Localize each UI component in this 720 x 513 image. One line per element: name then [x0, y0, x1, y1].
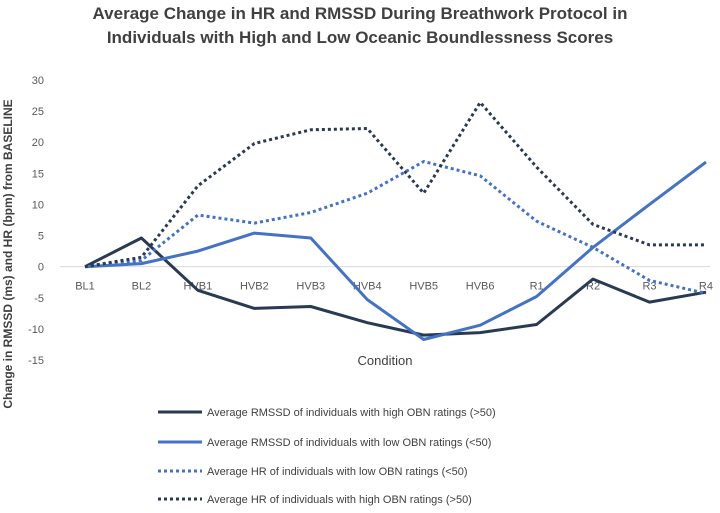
series-line-2 — [84, 160, 707, 341]
legend-label: Average HR of individuals with low OBN r… — [207, 466, 468, 478]
y-tick-label: 0 — [38, 262, 44, 274]
y-tick-label: -15 — [28, 355, 44, 367]
x-tick-label: HVB5 — [409, 281, 438, 293]
x-tick-label: HVB6 — [466, 281, 495, 293]
chart-title-line-2: Individuals with High and Low Oceanic Bo… — [106, 28, 614, 47]
legend-label: Average HR of individuals with high OBN … — [207, 494, 472, 506]
chart-title: Average Change in HR and RMSSD During Br… — [0, 2, 720, 50]
chart-title-line-1: Average Change in HR and RMSSD During Br… — [92, 4, 628, 23]
series-line-1 — [84, 236, 707, 337]
x-tick-label: BL1 — [75, 281, 95, 293]
y-tick-label: -5 — [34, 293, 44, 305]
y-tick-label: 5 — [38, 231, 44, 243]
x-axis-title: Condition — [358, 353, 413, 368]
x-tick-label: HVB2 — [240, 281, 269, 293]
y-tick-label: 20 — [32, 137, 44, 149]
legend: Average RMSSD of individuals with high O… — [158, 407, 496, 506]
legend-label: Average RMSSD of individuals with high O… — [207, 407, 496, 419]
y-tick-label: 30 — [32, 75, 44, 87]
x-tick-label: R3 — [642, 281, 656, 293]
legend-label: Average RMSSD of individuals with low OB… — [207, 437, 491, 449]
x-tick-label: BL2 — [132, 281, 152, 293]
x-tick-label: HVB3 — [296, 281, 325, 293]
x-axis: BL1 BL2 HVB1 HVB2 HVB3 HVB4 HVB5 HVB6 R1 R2 R3 R4 — [75, 281, 713, 293]
series-group — [84, 100, 707, 341]
y-tick-label: 10 — [32, 199, 44, 211]
x-tick-label: R4 — [699, 281, 713, 293]
series-line-3 — [84, 160, 707, 295]
y-tick-label: 15 — [32, 168, 44, 180]
series-line-4 — [84, 100, 706, 269]
y-tick-label: -10 — [28, 324, 44, 336]
y-axis-title: Change in RMSSD (ms) and HR (bpm) from B… — [1, 99, 15, 408]
y-tick-label: 25 — [32, 106, 44, 118]
y-axis: -15 -10 -5 0 5 10 15 20 25 30 — [28, 75, 44, 367]
x-tick-label: R1 — [530, 281, 544, 293]
